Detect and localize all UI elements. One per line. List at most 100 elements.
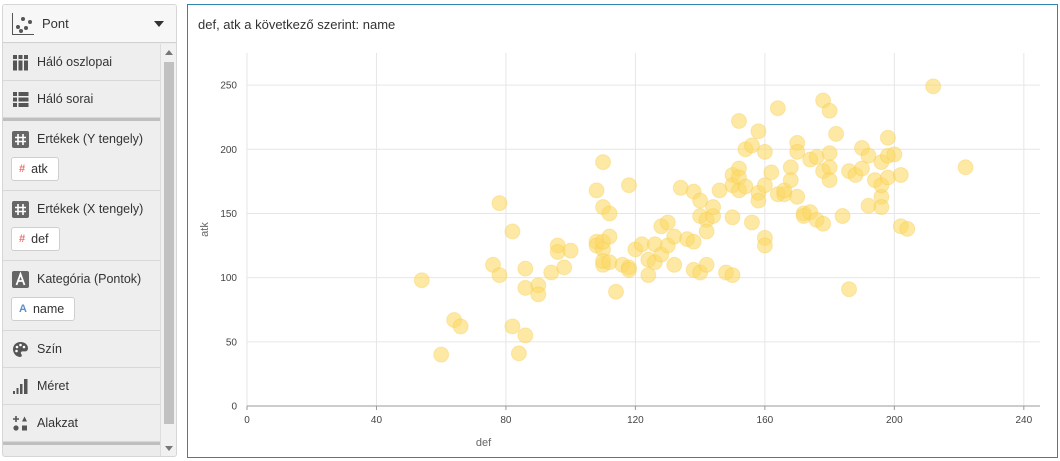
scatter-point (750, 192, 767, 209)
scatter-plot: 0 40 80 120 160 200 240 0 50 100 150 200 250 def atk (199, 53, 1040, 449)
scatter-point (491, 195, 508, 212)
scatter-point (821, 102, 838, 119)
scatter-point (730, 113, 747, 130)
well-values-x-label: Ertékek (X tengely) (37, 202, 144, 216)
scatter-point (815, 215, 832, 232)
scatter-point (789, 188, 806, 205)
scatter-point (556, 259, 573, 276)
scatter-point (782, 172, 799, 189)
scatter-point (724, 209, 741, 226)
number-field-icon: # (19, 163, 26, 175)
scatter-point (659, 214, 676, 231)
field-pill-def[interactable]: # def (11, 227, 60, 251)
scatter-point (756, 143, 773, 160)
sidebar: Pont Háló oszlopai Háló sorai (2, 4, 177, 457)
divider (3, 442, 160, 445)
scatter-point (705, 199, 722, 216)
scatter-point (530, 286, 547, 303)
field-pill-atk[interactable]: # atk (11, 157, 59, 181)
scatter-point (756, 177, 773, 194)
chart-title: def, atk a következő szerint: name (198, 17, 396, 32)
scatter-point (892, 166, 909, 183)
scatter-point (879, 129, 896, 146)
scatter-point (607, 283, 624, 300)
scatter-point (821, 172, 838, 189)
x-tick-label: 200 (886, 415, 903, 426)
field-pill-name[interactable]: A name (11, 297, 76, 321)
grid-columns-icon (13, 54, 28, 70)
well-color-label: Szín (37, 342, 63, 356)
hash-icon (12, 200, 29, 218)
scatter-point (724, 267, 741, 284)
well-category[interactable]: Kategória (Pontok) A name (3, 261, 160, 331)
y-tick-label: 100 (220, 273, 237, 284)
x-axis-label: def (476, 437, 492, 449)
scatter-point (685, 233, 702, 250)
chart-type-selector[interactable]: Pont (3, 5, 176, 43)
x-tick-label: 160 (757, 415, 774, 426)
shapes-icon (13, 415, 27, 431)
scatter-point (828, 125, 845, 142)
scatter-point (925, 78, 942, 95)
x-tick-label: 40 (371, 415, 383, 426)
scatter-point (763, 164, 780, 181)
scatter-point (873, 199, 890, 216)
scatter-point (879, 169, 896, 186)
scatter-point (504, 223, 521, 240)
scatter-point (899, 220, 916, 237)
sidebar-scrollbar[interactable] (160, 44, 176, 456)
scatter-point (737, 178, 754, 195)
hash-icon (12, 130, 29, 148)
well-values-x[interactable]: Ertékek (X tengely) # def (3, 191, 160, 261)
scatter-point (601, 228, 618, 245)
well-grid-columns[interactable]: Háló oszlopai (3, 44, 160, 81)
grid-rows-icon (13, 91, 29, 107)
y-tick-label: 50 (226, 337, 238, 348)
scatter-point (666, 256, 683, 273)
scatter-point (692, 192, 709, 209)
well-values-y-label: Ertékek (Y tengely) (37, 132, 144, 146)
scatter-point (620, 177, 637, 194)
scroll-up-icon[interactable] (165, 50, 173, 55)
well-category-label: Kategória (Pontok) (37, 272, 142, 286)
scatter-point (743, 137, 760, 154)
scatter-point (588, 182, 605, 199)
well-shape[interactable]: Alakzat (3, 405, 160, 442)
well-values-y[interactable]: Ertékek (Y tengely) # atk (3, 121, 160, 191)
chevron-down-icon[interactable] (154, 21, 164, 27)
scatter-point (504, 318, 521, 335)
scatter-point (491, 267, 508, 284)
well-shape-label: Alakzat (37, 416, 78, 430)
field-pill-def-label: def (31, 232, 49, 246)
scroll-down-icon[interactable] (165, 446, 173, 451)
scatter-point (886, 146, 903, 163)
scatter-point (743, 214, 760, 231)
y-axis-label: atk (199, 222, 211, 237)
x-tick-label: 0 (244, 415, 250, 426)
number-field-icon: # (19, 233, 26, 245)
scatter-point (698, 256, 715, 273)
scatter-point (698, 223, 715, 240)
scatter-point (789, 143, 806, 160)
scatter-point (433, 346, 450, 363)
y-tick-label: 0 (231, 402, 237, 413)
scatter-point (517, 260, 534, 277)
well-size[interactable]: Méret (3, 368, 160, 405)
scatter-chart-icon (12, 12, 34, 35)
chart-container: def, atk a következő szerint: name 0 40 80… (187, 4, 1058, 458)
scatter-point (666, 228, 683, 245)
scatter-point (510, 345, 527, 362)
y-tick-label: 200 (220, 145, 237, 156)
well-color[interactable]: Szín (3, 331, 160, 368)
scatter-point (640, 267, 657, 284)
x-tick-label: 120 (627, 415, 644, 426)
scatter-point (769, 100, 786, 117)
scatter-point (957, 159, 974, 176)
scatter-point (601, 254, 618, 271)
scrollbar-thumb[interactable] (164, 62, 174, 424)
y-tick-label: 150 (220, 209, 237, 220)
scatter-point (413, 272, 430, 289)
scatter-point (562, 242, 579, 259)
scatter-point (517, 327, 534, 344)
well-grid-rows[interactable]: Háló sorai (3, 81, 160, 118)
